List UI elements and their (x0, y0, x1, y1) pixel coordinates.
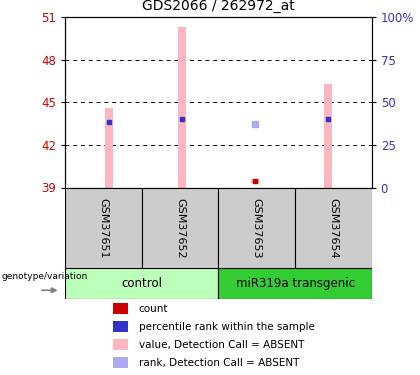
Title: GDS2066 / 262972_at: GDS2066 / 262972_at (142, 0, 295, 13)
Text: control: control (121, 277, 162, 290)
Text: count: count (139, 304, 168, 313)
Bar (113, 321, 128, 332)
Text: GSM37654: GSM37654 (328, 198, 339, 258)
Bar (218, 268, 372, 299)
Bar (250, 179, 259, 183)
Bar (323, 84, 332, 188)
Bar (218, 188, 295, 268)
Bar (65, 188, 142, 268)
Text: percentile rank within the sample: percentile rank within the sample (139, 322, 315, 332)
Bar (113, 303, 128, 314)
Bar (105, 108, 113, 188)
Bar (65, 268, 218, 299)
Bar (113, 357, 128, 368)
Text: GSM37652: GSM37652 (175, 198, 185, 258)
Text: GSM37653: GSM37653 (252, 198, 262, 258)
Text: value, Detection Call = ABSENT: value, Detection Call = ABSENT (139, 340, 304, 350)
Text: miR319a transgenic: miR319a transgenic (236, 277, 354, 290)
Text: genotype/variation: genotype/variation (1, 272, 87, 281)
Bar (142, 188, 218, 268)
Text: rank, Detection Call = ABSENT: rank, Detection Call = ABSENT (139, 358, 299, 368)
Bar (295, 188, 372, 268)
Text: GSM37651: GSM37651 (98, 198, 108, 258)
Bar (178, 27, 186, 188)
Bar (113, 339, 128, 350)
